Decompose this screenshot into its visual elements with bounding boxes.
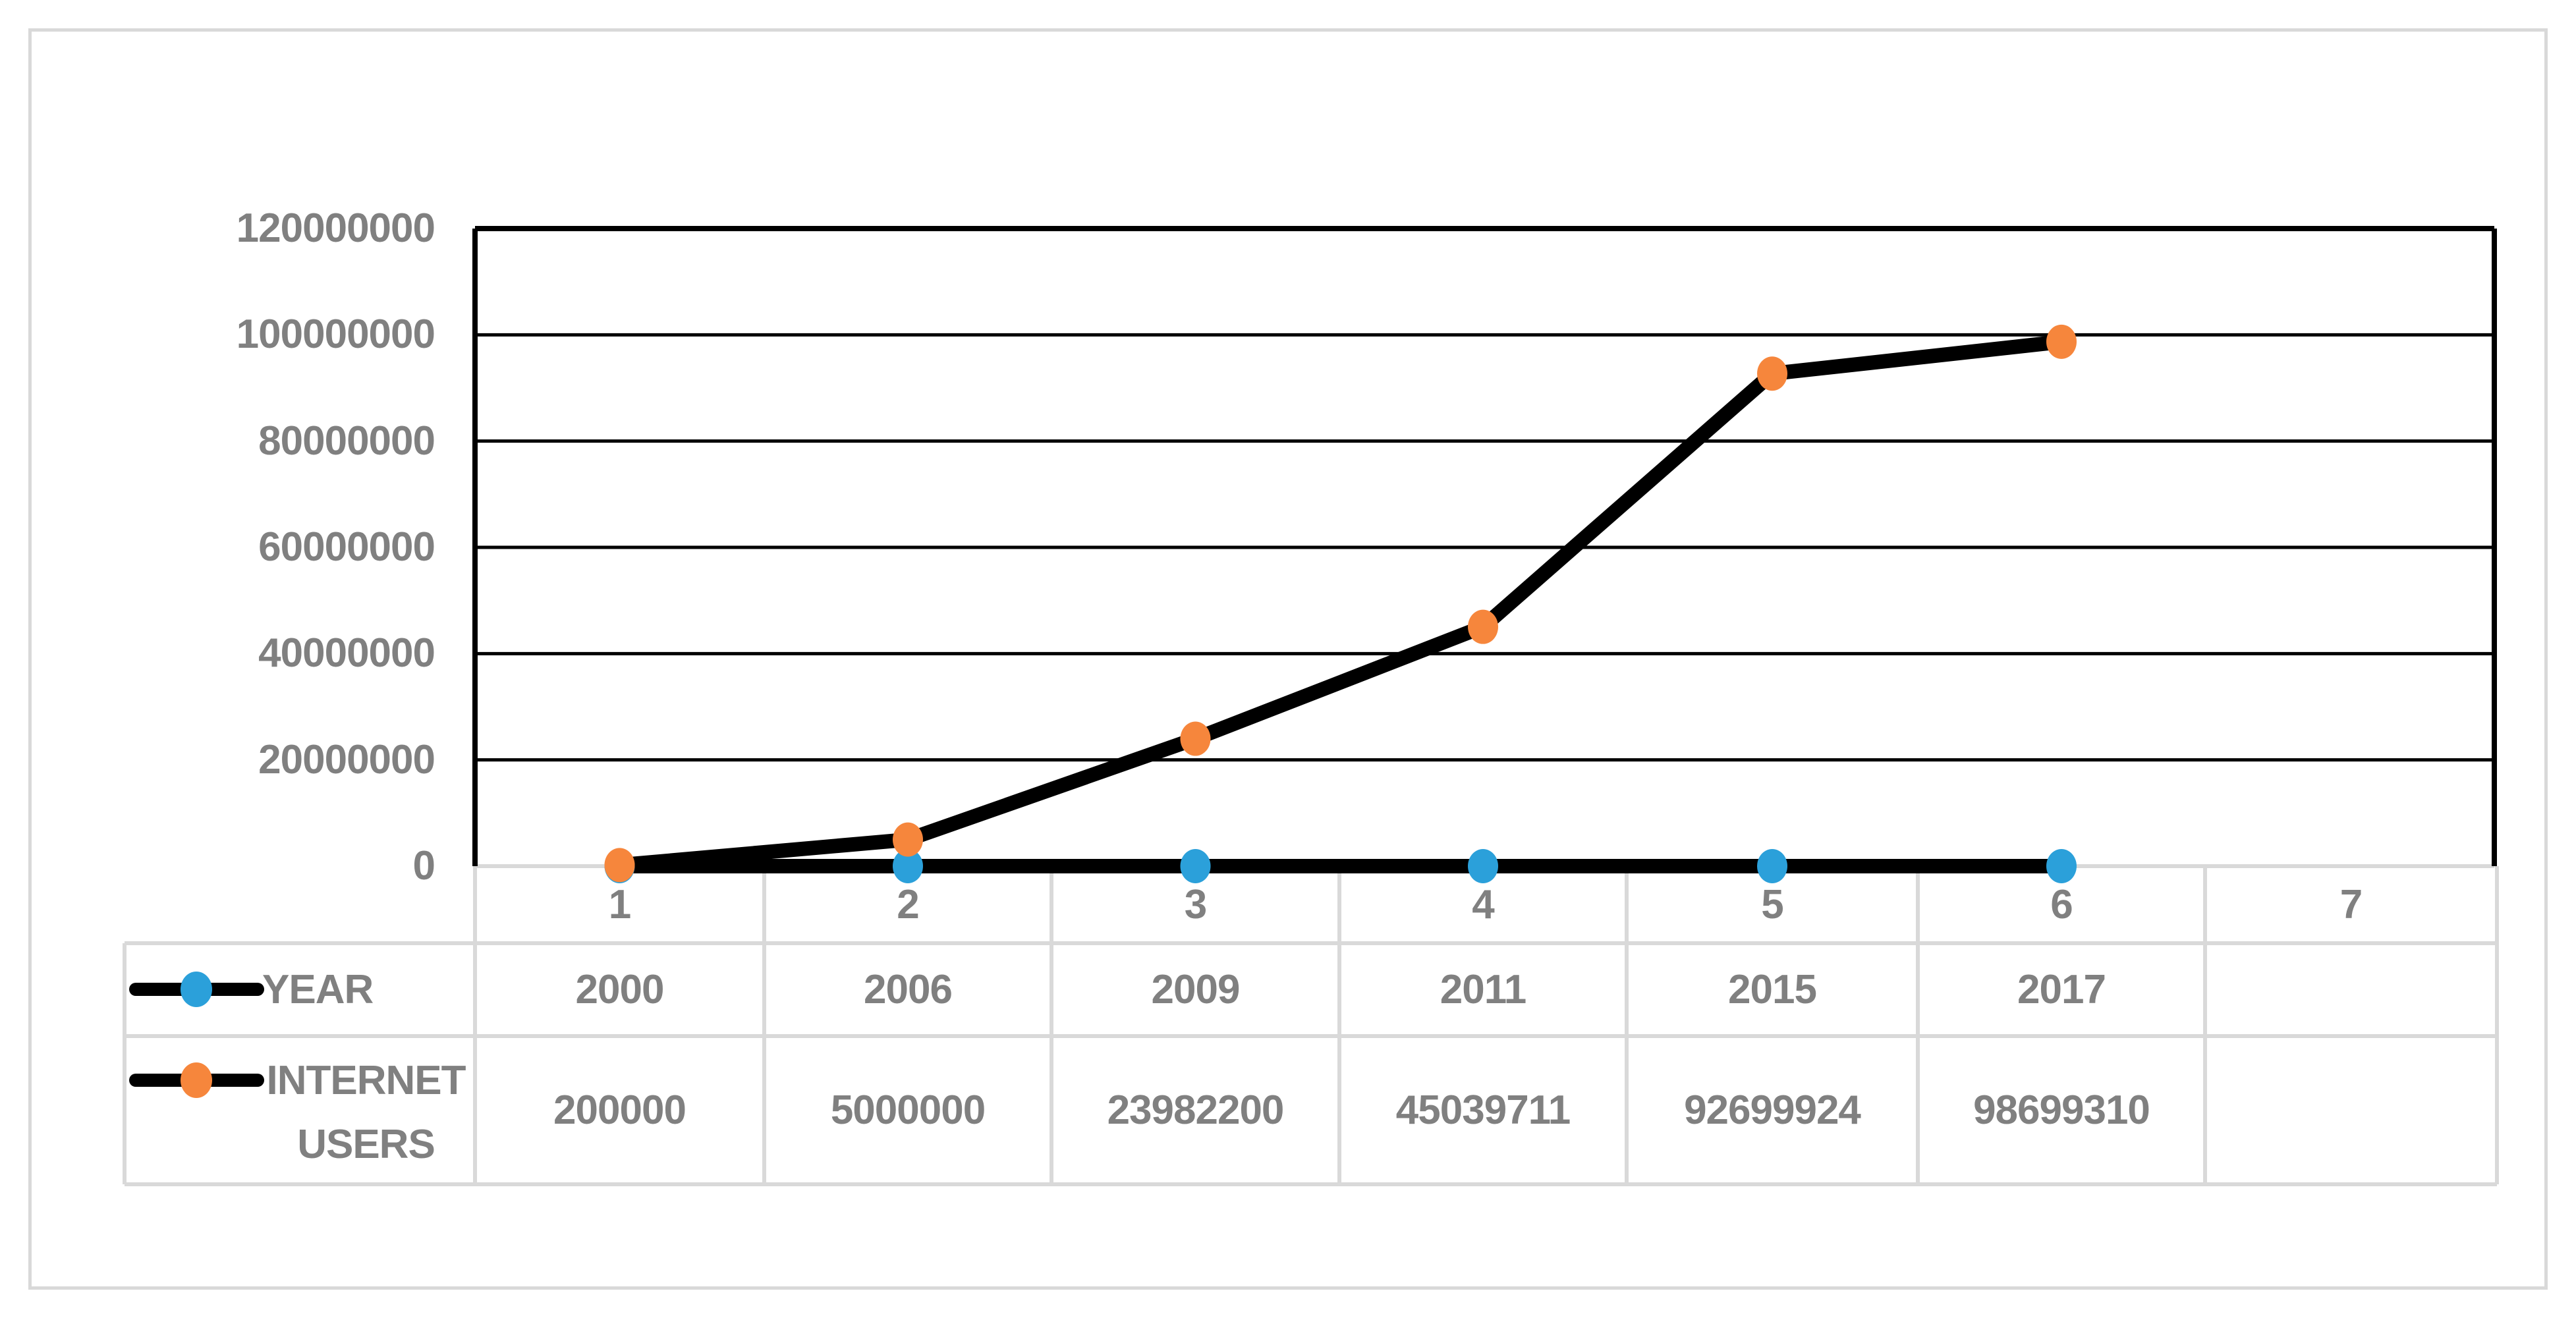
table-cell-users-7 [2205, 1036, 2497, 1184]
legend-label-users-line: USERS [297, 1122, 435, 1167]
x-axis-label: 7 [2339, 882, 2363, 927]
marker-internet-users-4 [1468, 609, 1498, 644]
legend-label-internet-users: INTERNET USERS [259, 1049, 473, 1176]
y-axis-label: 60000000 [258, 524, 435, 570]
marker-year-2 [893, 848, 923, 883]
y-axis-label: 0 [412, 843, 435, 889]
y-axis-label: 40000000 [258, 630, 435, 676]
x-axis-label: 2 [897, 882, 919, 927]
table-cell-year-1: 2000 [575, 967, 665, 1012]
figure-outer-border [28, 28, 2548, 1290]
table-cell-users-6: 98699310 [1973, 1087, 2150, 1133]
table-cell-year-6: 2017 [2017, 967, 2106, 1012]
legend-label-year: YEAR [262, 967, 374, 1012]
y-axis-label: 20000000 [258, 737, 435, 783]
x-axis-label: 4 [1472, 882, 1494, 927]
x-axis-label: 6 [2050, 882, 2073, 927]
marker-internet-users-2 [893, 822, 923, 857]
marker-internet-users-6 [2046, 324, 2077, 359]
x-axis-label: 3 [1184, 882, 1207, 927]
marker-year-3 [1180, 848, 1211, 883]
table-cell-users-1: 200000 [553, 1087, 686, 1133]
marker-internet-users-1 [604, 848, 635, 883]
table-cell-users-5: 92699924 [1684, 1087, 1861, 1133]
x-axis-label: 5 [1761, 882, 1783, 927]
table-cell-year-2: 2006 [864, 967, 953, 1012]
table-cell-users-3: 23982200 [1107, 1087, 1285, 1133]
table-cell-year-7 [2205, 943, 2497, 1036]
marker-internet-users-5 [1757, 356, 1787, 391]
series-line-internet-users [612, 334, 2069, 873]
y-axis-label: 120000000 [236, 206, 435, 251]
table-cell-year-4: 2011 [1440, 967, 1527, 1012]
legend-label-internet-line: INTERNET [266, 1058, 466, 1103]
y-axis-label: 80000000 [258, 418, 435, 464]
table-cell-year-5: 2015 [1728, 967, 1817, 1012]
legend-key-internet-users-dot [181, 1062, 212, 1098]
marker-internet-users-3 [1180, 721, 1211, 756]
marker-year-6 [2046, 848, 2077, 883]
legend-key-year-dot [181, 972, 212, 1007]
marker-year-5 [1757, 848, 1787, 883]
marker-year-4 [1468, 848, 1498, 883]
x-axis-label: 1 [608, 882, 631, 927]
table-cell-users-2: 5000000 [830, 1087, 986, 1133]
table-cell-users-4: 45039711 [1395, 1087, 1571, 1133]
table-cell-year-3: 2009 [1151, 967, 1241, 1012]
y-axis-label: 100000000 [236, 312, 435, 357]
